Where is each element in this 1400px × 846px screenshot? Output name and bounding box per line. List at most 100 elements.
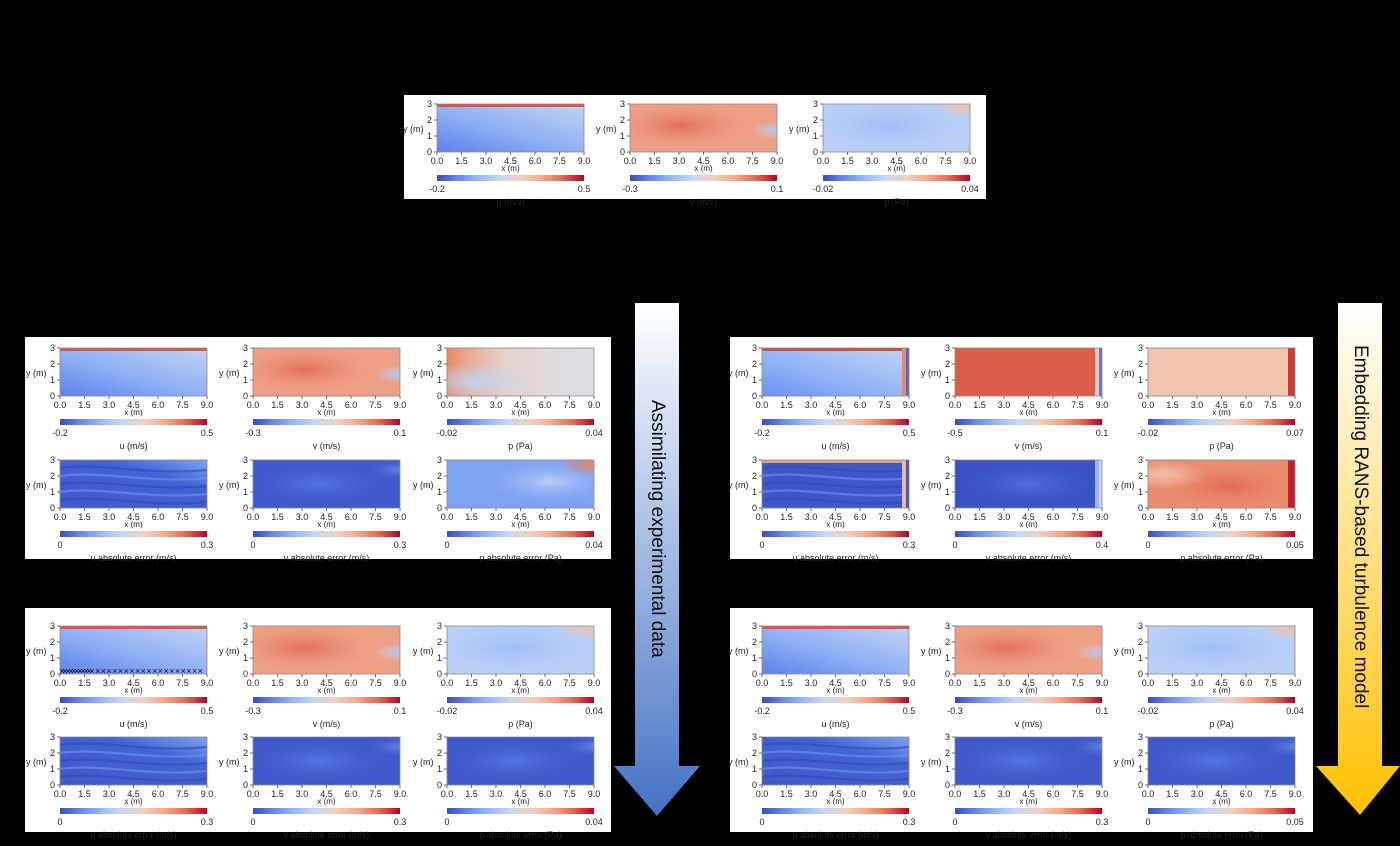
colorbar-label: v absolute error (m/s) — [284, 553, 370, 563]
y-tick-label: 1 — [945, 764, 950, 774]
x-tick-label: 9.0 — [201, 678, 214, 688]
x-axis-label: x (m) — [1212, 686, 1231, 695]
contour-field — [762, 737, 909, 785]
contour-svg: 3 2 1 0 y (m) 0.0 1.5 3.0 4.5 6.0 7.5 9.0 x (m) 0 0.3 v… — [219, 455, 406, 563]
x-tick-label: 6.0 — [539, 789, 552, 799]
colorbar-max: 0.3 — [903, 817, 916, 827]
x-tick-label: 4.5 — [127, 678, 140, 688]
y-tick-label: 2 — [1138, 637, 1143, 647]
error-streak — [60, 481, 207, 489]
wall-stripe — [906, 348, 909, 396]
contour-plot: 3 2 1 0 y (m) 0.0 1.5 3.0 4.5 6.0 7.5 9.0 x (m) 0 0.3 u… — [26, 455, 216, 563]
field-layer — [60, 737, 207, 785]
measurement-marker: × — [65, 666, 70, 676]
x-tick-label: 0.0 — [1142, 678, 1155, 688]
colorbar — [823, 175, 970, 181]
contour-svg: 3 2 1 0 y (m) 0.0 1.5 3.0 4.5 6.0 7.5 9.0 x (m) -0.02… — [1114, 343, 1304, 451]
y-tick-label: 1 — [752, 487, 757, 497]
y-tick-label: 2 — [752, 359, 757, 369]
y-tick-label: 3 — [620, 99, 625, 109]
y-axis-label: y (m) — [219, 757, 240, 767]
field-layer — [955, 460, 1102, 508]
contour-svg: 3 2 1 0 y (m) 0.0 1.5 3.0 4.5 6.0 7.5 9.0 x (m) 0 0.3 u… — [728, 732, 916, 840]
y-tick-label: 0 — [945, 391, 950, 401]
y-tick-label: 2 — [50, 748, 55, 758]
x-tick-label: 1.5 — [841, 156, 854, 166]
colorbar-max: 0.5 — [201, 428, 214, 438]
x-tick-label: 0.0 — [949, 789, 962, 799]
y-tick-label: 3 — [243, 732, 248, 742]
measurement-marker: × — [146, 666, 151, 676]
x-tick-label: 1.5 — [973, 789, 986, 799]
x-tick-label: 6.0 — [1047, 789, 1060, 799]
measurement-marker: × — [106, 666, 111, 676]
contour-field — [762, 348, 909, 396]
y-axis-label: y (m) — [921, 646, 942, 656]
measurement-marker: × — [198, 666, 203, 676]
y-tick-label: 1 — [50, 653, 55, 663]
colorbar-label: u absolute error (m/s) — [90, 553, 176, 563]
colorbar-label: v absolute error (m/s) — [284, 830, 370, 840]
y-tick-label: 3 — [1138, 732, 1143, 742]
x-tick-label: 7.5 — [369, 678, 382, 688]
x-tick-label: 1.5 — [1166, 789, 1179, 799]
y-tick-label: 1 — [945, 487, 950, 497]
x-tick-label: 0.0 — [54, 512, 67, 522]
y-tick-label: 1 — [243, 487, 248, 497]
x-tick-label: 1.5 — [1166, 678, 1179, 688]
colorbar — [955, 531, 1102, 537]
x-tick-label: 0.0 — [247, 789, 260, 799]
contour-svg: 3 2 1 0 y (m) 0.0 1.5 3.0 4.5 6.0 7.5 9.0 x (m) -0.3 0… — [596, 99, 783, 207]
x-tick-label: 0.0 — [431, 156, 444, 166]
y-axis-label: y (m) — [219, 368, 240, 378]
field-layer — [253, 626, 400, 674]
x-tick-label: 3.0 — [1191, 400, 1204, 410]
x-tick-label: 6.0 — [1047, 678, 1060, 688]
y-tick-label: 0 — [1138, 780, 1143, 790]
y-tick-label: 3 — [945, 732, 950, 742]
colorbar — [762, 419, 909, 425]
x-tick-label: 0.0 — [54, 678, 67, 688]
y-axis-label: y (m) — [413, 646, 434, 656]
turbulence-model-arrow — [1316, 303, 1400, 815]
x-tick-label: 6.0 — [345, 789, 358, 799]
contour-field — [60, 737, 207, 785]
y-tick-label: 3 — [1138, 343, 1143, 353]
measurement-marker: × — [86, 666, 91, 676]
x-tick-label: 9.0 — [588, 789, 601, 799]
x-tick-label: 9.0 — [588, 400, 601, 410]
y-tick-label: 0 — [427, 147, 432, 157]
colorbar — [447, 419, 594, 425]
x-tick-label: 0.0 — [247, 512, 260, 522]
contour-svg: 3 2 1 0 y (m) 0.0 1.5 3.0 4.5 6.0 7.5 9.0 x (m) 0 0.3 u… — [728, 455, 915, 563]
y-tick-label: 3 — [50, 732, 55, 742]
y-axis-label: y (m) — [1114, 368, 1135, 378]
contour-field — [1148, 460, 1295, 508]
y-axis-label: y (m) — [26, 646, 47, 656]
measurement-marker: × — [175, 666, 180, 676]
y-tick-label: 1 — [1138, 764, 1143, 774]
jet-band — [762, 626, 909, 629]
y-tick-label: 0 — [813, 147, 818, 157]
y-tick-label: 1 — [1138, 487, 1143, 497]
x-tick-label: 9.0 — [201, 789, 214, 799]
measurement-marker: × — [124, 666, 129, 676]
contour-svg: 3 2 1 0 y (m) 0.0 1.5 3.0 4.5 6.0 7.5 9.0 x (m) -0.02… — [413, 621, 603, 729]
colorbar — [447, 697, 594, 703]
y-tick-label: 1 — [813, 131, 818, 141]
y-tick-label: 3 — [243, 621, 248, 631]
x-tick-label: 6.0 — [152, 400, 165, 410]
y-axis-label: y (m) — [413, 368, 434, 378]
y-tick-label: 0 — [1138, 669, 1143, 679]
x-tick-label: 3.0 — [1191, 512, 1204, 522]
colorbar — [1148, 531, 1295, 537]
colorbar — [630, 175, 777, 181]
y-tick-label: 1 — [437, 375, 442, 385]
x-tick-label: 3.0 — [103, 789, 116, 799]
x-tick-label: 4.5 — [829, 678, 842, 688]
x-tick-label: 4.5 — [1215, 512, 1228, 522]
wall-stripe — [1099, 348, 1102, 396]
y-tick-label: 2 — [620, 115, 625, 125]
field-layer — [447, 737, 594, 785]
